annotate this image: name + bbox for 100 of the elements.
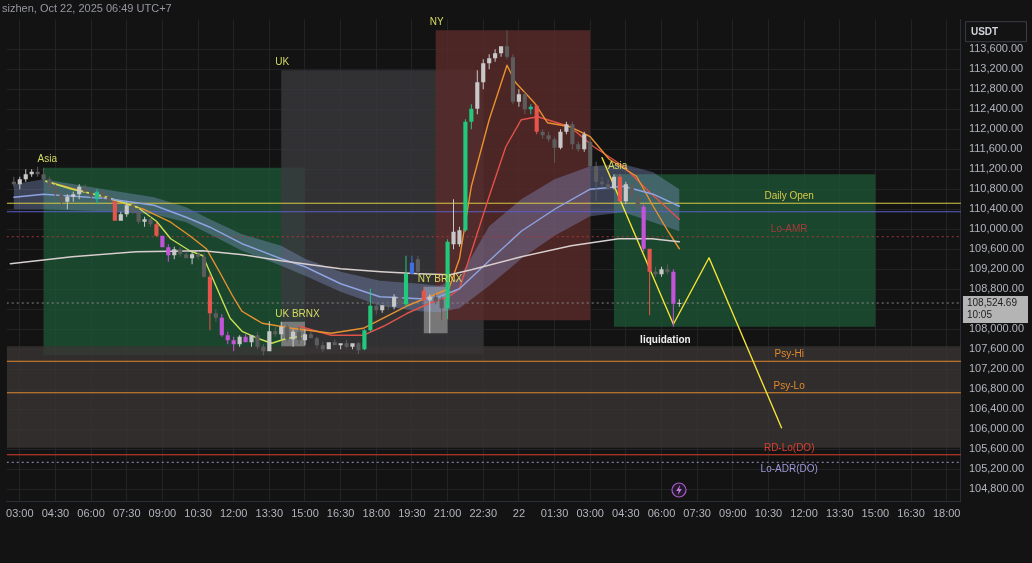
x-tick-label: 09:00: [148, 507, 177, 520]
candlestick: [178, 246, 183, 257]
candlestick: [29, 169, 34, 177]
y-tick-label: 108,800.00: [968, 282, 1025, 295]
x-tick-label: 13:30: [255, 507, 284, 520]
candlestick: [320, 341, 325, 352]
candlestick: [605, 179, 611, 189]
candlestick: [564, 121, 569, 135]
candlestick: [659, 266, 664, 277]
candlestick: [427, 294, 432, 334]
band-label: UK: [275, 55, 290, 67]
candlestick: [326, 342, 331, 350]
x-tick-label: 04:30: [612, 507, 640, 520]
candlestick: [362, 329, 367, 351]
y-tick-label: 113,600.00: [968, 42, 1024, 55]
x-tick-label: 06:00: [77, 507, 105, 520]
candlestick: [350, 343, 355, 350]
candlestick: [130, 204, 135, 215]
x-tick-label: 10:30: [184, 507, 212, 520]
text: 108,524.69: [966, 296, 1018, 308]
candlestick: [291, 329, 296, 347]
candlestick: [142, 216, 147, 227]
candlestick: [124, 201, 129, 217]
x-tick-label: 12:00: [790, 507, 818, 520]
candlestick: [498, 46, 504, 57]
band-label: UK BRNX: [275, 307, 321, 319]
y-tick-label: 112,000.00: [968, 122, 1024, 135]
candlestick: [285, 324, 290, 342]
candlestick: [356, 341, 361, 355]
x-tick-label: 21:00: [433, 507, 462, 520]
candlestick: [617, 174, 622, 202]
candlestick: [677, 299, 682, 307]
x-tick-label: 10:30: [754, 507, 783, 520]
x-tick-label: 12:00: [219, 507, 248, 520]
x-tick-label: 06:00: [647, 507, 676, 520]
ref-line-label: Lo-ADR(DO): [760, 463, 818, 475]
candlestick: [255, 331, 260, 350]
candlestick: [296, 326, 302, 345]
chart-title: sizhen, Oct 22, 2025 06:49 UTC+7: [2, 1, 172, 14]
y-tick-label: 110,800.00: [968, 182, 1024, 195]
candlestick: [433, 294, 438, 305]
candlestick: [344, 340, 349, 349]
x-tick-label: 15:00: [291, 507, 319, 520]
candlestick: [59, 191, 64, 207]
candlestick: [671, 269, 676, 327]
candlestick: [237, 335, 242, 347]
candlestick: [94, 189, 100, 205]
x-tick-label: 19:30: [398, 507, 426, 520]
candlestick: [421, 286, 426, 302]
y-tick-label: 110,400.00: [968, 202, 1024, 215]
y-tick-label: 111,600.00: [968, 142, 1023, 155]
candlestick: [439, 296, 444, 321]
y-tick-label: 106,800.00: [968, 382, 1025, 395]
candlestick: [493, 49, 498, 62]
x-tick-label: 18:00: [362, 507, 391, 520]
y-tick-label: 113,200.00: [968, 62, 1024, 75]
candlestick: [380, 305, 385, 313]
y-tick-label: 106,400.00: [968, 402, 1025, 415]
candlestick: [17, 176, 22, 190]
y-tick-label: 107,200.00: [968, 362, 1025, 375]
candlestick: [623, 181, 628, 205]
candlestick: [332, 339, 337, 346]
candlestick: [665, 264, 670, 275]
candlestick: [487, 54, 492, 70]
candlestick: [576, 141, 581, 152]
y-tick-label: 109,200.00: [968, 262, 1025, 275]
candlestick: [89, 189, 94, 200]
candlestick: [415, 255, 420, 275]
candlestick: [219, 314, 224, 337]
y-tick-label: 107,600.00: [968, 342, 1025, 355]
candlestick: [409, 255, 415, 275]
y-tick-label: 105,200.00: [968, 462, 1025, 475]
x-tick-label: 07:30: [683, 507, 711, 520]
candlestick: [397, 289, 403, 307]
candlestick: [148, 216, 153, 227]
candlestick: [558, 129, 563, 150]
annotation: liquidation: [640, 333, 691, 345]
candlestick: [522, 91, 527, 115]
candlestick: [588, 139, 593, 167]
candlestick: [594, 161, 599, 202]
candlestick: [469, 104, 474, 130]
candlestick: [570, 121, 575, 150]
candlestick: [302, 329, 308, 346]
candlestick: [166, 244, 171, 262]
candlestick: [629, 181, 634, 200]
candlestick: [201, 253, 207, 278]
y-tick-label: 112,400.00: [968, 102, 1024, 115]
y-tick-label: 112,800.00: [968, 82, 1024, 95]
band-label: Asia: [37, 153, 58, 165]
x-tick-label: 15:00: [861, 507, 890, 520]
candlestick: [106, 194, 111, 202]
candlestick: [231, 336, 236, 352]
x-tick-label: 16:30: [326, 507, 355, 520]
x-tick-label: 22: [512, 507, 526, 520]
candlestick: [225, 331, 230, 345]
candlestick: [160, 235, 165, 248]
candlestick: [53, 184, 58, 200]
candlestick: [475, 70, 480, 115]
candlestick: [112, 201, 117, 221]
y-tick-label: 110,000.00: [968, 222, 1024, 235]
